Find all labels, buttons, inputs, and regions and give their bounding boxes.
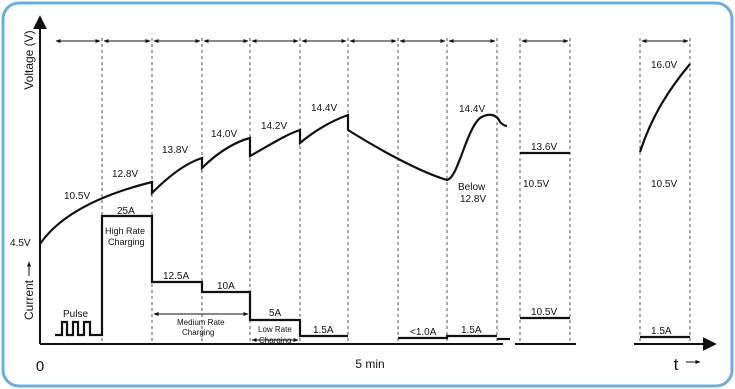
voltage-label: 10.5V (651, 179, 677, 190)
current-label: 10.5V (531, 307, 557, 318)
voltage-label: 12.8V (460, 194, 486, 205)
current-label: Charging (108, 237, 145, 247)
axis-break-1 (502, 340, 516, 348)
voltage-label: 10.5V (523, 179, 549, 190)
current-label: Charging (182, 328, 214, 337)
x-mid-label: 5 min (355, 357, 384, 371)
current-label: 1.5A (313, 325, 334, 336)
current-label: Pulse (63, 309, 88, 320)
current-label: Low Rate (258, 325, 292, 334)
voltage-label: 16.0V (651, 60, 677, 71)
current-label: Medium Rate (177, 318, 225, 327)
voltage-label: 12.8V (112, 169, 138, 180)
origin-label: 0 (36, 358, 44, 375)
voltage-label: 14.2V (261, 121, 287, 132)
current-label: High Rate (105, 226, 145, 236)
current-label: 1.5A (651, 326, 672, 337)
current-label: 1.5A (461, 325, 482, 336)
current-labels: Pulse 25A High Rate Charging 12.5A 10A M… (63, 206, 672, 345)
voltage-label: 14.4V (459, 104, 485, 115)
current-label: 5A (269, 308, 282, 319)
current-label: <1.0A (410, 327, 437, 338)
voltage-label: Below (458, 182, 486, 193)
current-curve (55, 214, 690, 341)
current-label: Charging (259, 336, 291, 345)
axis-break-2 (575, 340, 635, 348)
voltage-labels: 4.5V 10.5V 12.8V 13.8V 14.0V 14.2V 14.4V… (10, 60, 677, 249)
x-axis-label: t (674, 355, 679, 374)
voltage-label: 14.4V (311, 103, 337, 114)
current-label: 25A (117, 206, 135, 217)
voltage-label: 13.6V (531, 142, 557, 153)
current-label: 10A (217, 281, 235, 292)
y-axis-label-voltage: Voltage (V) (22, 30, 36, 89)
voltage-curve (39, 63, 691, 245)
voltage-label: 13.8V (162, 145, 188, 156)
voltage-label: 14.0V (211, 129, 237, 140)
voltage-label: 4.5V (10, 238, 31, 249)
current-label: 12.5A (163, 271, 189, 282)
voltage-label: 10.5V (64, 191, 90, 202)
y-axis-label-current: Current (22, 279, 36, 320)
